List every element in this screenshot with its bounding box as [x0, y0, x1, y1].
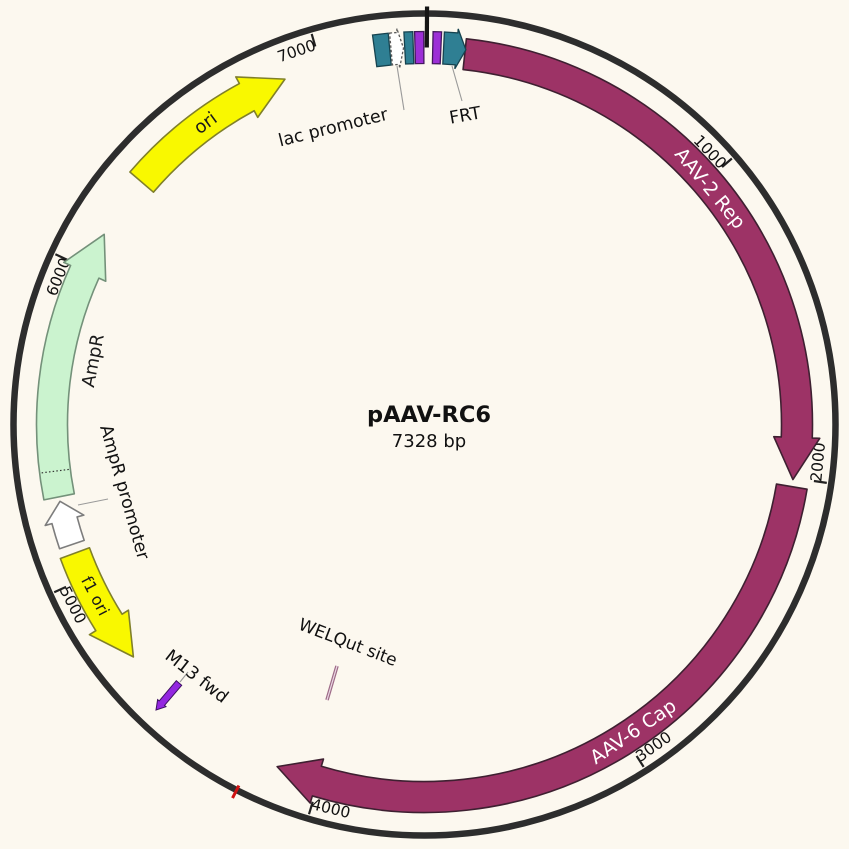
label-m13-fwd: M13 fwd — [161, 646, 232, 707]
plasmid-title: pAAV-RC6 — [367, 402, 491, 428]
label-frt: FRT — [448, 103, 483, 128]
tick-5000 — [53, 585, 67, 594]
welqut-site-marker-core — [326, 665, 338, 701]
feature-label-ampr: AmpR — [78, 332, 109, 389]
feature-m13-fwd[interactable] — [155, 679, 183, 711]
feature-f1-ori[interactable] — [59, 546, 135, 658]
feature-ampr-divider — [40, 468, 69, 474]
tick-7000 — [310, 33, 317, 47]
feature-site-box-c[interactable] — [413, 30, 425, 65]
tick-3000 — [635, 755, 645, 768]
feature-ori[interactable] — [129, 76, 286, 193]
feature-frt-arrow[interactable] — [442, 28, 467, 70]
plasmid-backbone-ring — [10, 10, 839, 839]
feature-site-box-b[interactable] — [403, 31, 415, 65]
tick-4000 — [307, 801, 314, 815]
frt-leader — [451, 65, 463, 102]
ampr-promoter-leader — [77, 498, 109, 506]
tick-6000 — [54, 253, 68, 261]
label-ampr-promoter: AmpR promoter — [95, 423, 153, 563]
feature-site-box-d[interactable] — [431, 30, 443, 65]
lac-promoter-leader — [396, 65, 405, 111]
tick-label-2000: 2000 — [807, 442, 829, 483]
feature-aav6-cap[interactable] — [276, 483, 808, 814]
feature-aav2-rep[interactable] — [462, 37, 821, 481]
tick-2000 — [813, 479, 827, 484]
feature-site-box-a[interactable] — [371, 32, 392, 68]
tick-1000 — [721, 157, 733, 168]
feature-lac-promoter-box[interactable] — [388, 28, 405, 69]
red-site-tick — [231, 784, 241, 799]
label-welqut-site: WELQut site — [296, 615, 400, 671]
feature-ampr-promoter[interactable] — [44, 500, 85, 550]
m13-fwd-leader — [179, 671, 189, 683]
feature-ampr[interactable] — [35, 233, 107, 501]
plasmid-size: 7328 bp — [392, 431, 466, 452]
label-lac-promoter: lac promoter — [277, 105, 391, 152]
